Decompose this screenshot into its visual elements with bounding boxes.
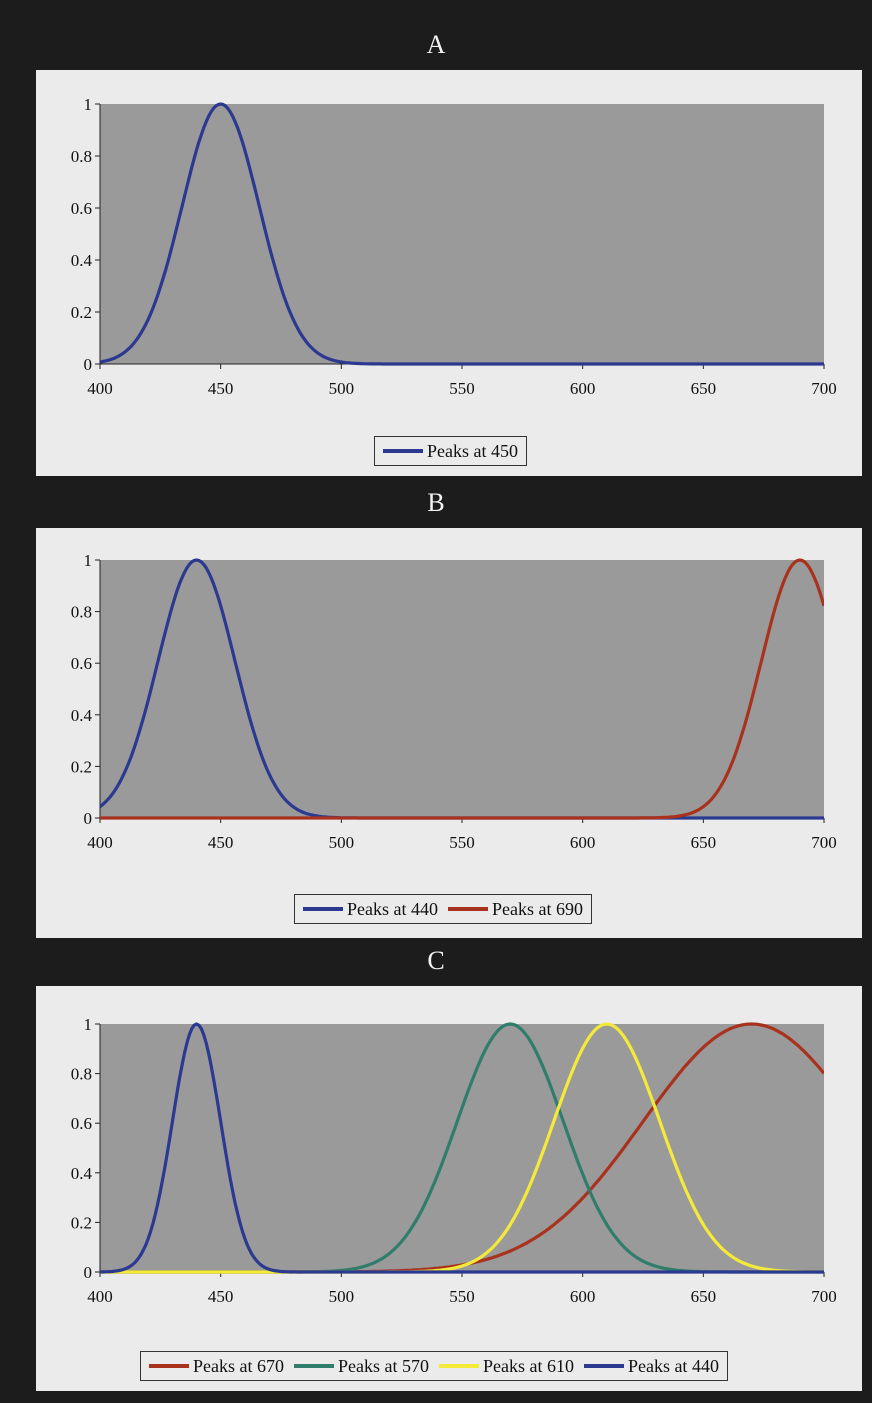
panel-a: 0 0.2 0.4 0.6 0.8 1 400 450 500 550 600 650 700 Peak… [36,70,862,476]
y-tick-label: 0.2 [71,1213,92,1232]
panel-b-title: B [427,488,445,517]
series-line-peaks-at-690 [100,558,824,820]
legend-item: Peaks at 440 [303,899,438,920]
y-tick-label: 0 [84,1263,93,1282]
panel-b-chart: 0 0.2 0.4 0.6 0.8 1 400 450 500 550 600 650 700 [71,551,837,852]
panel-b: 0 0.2 0.4 0.6 0.8 1 400 450 500 550 600 650 700 Peak… [36,528,862,938]
y-tick-label: 0.6 [71,199,92,218]
x-tick-label: 700 [811,1287,837,1306]
x-tick-label: 600 [570,1287,596,1306]
plot-area [100,104,824,364]
series-line-peaks-at-610 [100,1022,824,1274]
legend-item: Peaks at 610 [438,1355,574,1377]
y-tick-label: 0.8 [71,603,92,622]
legend-label: Peaks at 440 [347,898,438,919]
x-tick-label: 450 [208,833,234,852]
legend-label: Peaks at 610 [482,1355,574,1376]
y-tick-label: 0.8 [71,147,92,166]
x-tick-label: 500 [329,1287,355,1306]
x-tick-label: 700 [811,379,837,398]
legend-swatch [438,1364,479,1368]
y-tick-label: 0 [84,355,93,374]
legend-label: Peaks at 440 [627,1355,719,1376]
legend-item: Peaks at 670 [149,1356,284,1377]
panel-c: 0 0.2 0.4 0.6 0.8 1 400 450 500 550 600 650 700 Peak… [36,986,862,1391]
legend-swatch [303,907,343,911]
panel-a-chart: 0 0.2 0.4 0.6 0.8 1 400 450 500 550 600 650 700 [71,95,837,398]
panel-a-legend: Peaks at 450 [374,436,527,466]
x-tick-label: 400 [87,379,113,398]
x-tick-label: 650 [691,833,717,852]
series-line-peaks-at-440 [100,1022,824,1274]
x-tick-label: 450 [208,1287,234,1306]
y-tick-label: 0.6 [71,654,92,673]
panel-c-legend: Peaks at 670 Peaks at 570 Peaks at 610 Peak… [140,1351,728,1381]
legend-swatch [293,1364,334,1368]
x-tick-label: 500 [329,833,355,852]
legend-swatch [383,449,423,453]
panel-c-chart: 0 0.2 0.4 0.6 0.8 1 400 450 500 550 600 650 700 [71,1015,837,1306]
legend-item: Peaks at 440 [583,1355,719,1377]
y-tick-label: 0.4 [71,706,93,725]
y-tick-label: 1 [84,551,93,570]
legend-label: Peaks at 670 [193,1355,284,1376]
y-tick-label: 1 [84,95,93,114]
legend-item: Peaks at 450 [383,441,518,462]
x-tick-label: 700 [811,833,837,852]
x-tick-label: 550 [449,379,475,398]
series-line-peaks-at-450 [100,102,824,366]
x-tick-label: 500 [329,379,355,398]
legend-item: Peaks at 690 [447,898,583,920]
x-tick-label: 650 [691,379,717,398]
x-tick-label: 600 [570,833,596,852]
y-tick-label: 0.2 [71,303,92,322]
y-tick-label: 0 [84,809,93,828]
y-tick-label: 0.4 [71,1164,93,1183]
plot-area [100,560,824,818]
x-tick-label: 600 [570,379,596,398]
y-tick-label: 0.6 [71,1114,92,1133]
legend-swatch [447,907,488,911]
x-tick-label: 550 [449,1287,475,1306]
x-tick-label: 400 [87,1287,113,1306]
x-tick-label: 450 [208,379,234,398]
legend-label: Peaks at 690 [491,898,583,919]
y-tick-label: 0.4 [71,251,93,270]
legend-swatch [149,1364,189,1368]
y-tick-label: 0.2 [71,757,92,776]
panel-a-title: A [426,30,446,59]
x-tick-label: 400 [87,833,113,852]
panel-c-title: C [427,946,445,975]
x-tick-label: 550 [449,833,475,852]
plot-area [100,1024,824,1272]
legend-item: Peaks at 570 [293,1355,429,1377]
y-tick-label: 0.8 [71,1065,92,1084]
legend-label: Peaks at 450 [427,440,518,461]
panel-b-legend: Peaks at 440 Peaks at 690 [294,894,592,924]
x-tick-label: 650 [691,1287,717,1306]
legend-label: Peaks at 570 [337,1355,429,1376]
legend-swatch [583,1364,624,1368]
y-tick-label: 1 [84,1015,93,1034]
